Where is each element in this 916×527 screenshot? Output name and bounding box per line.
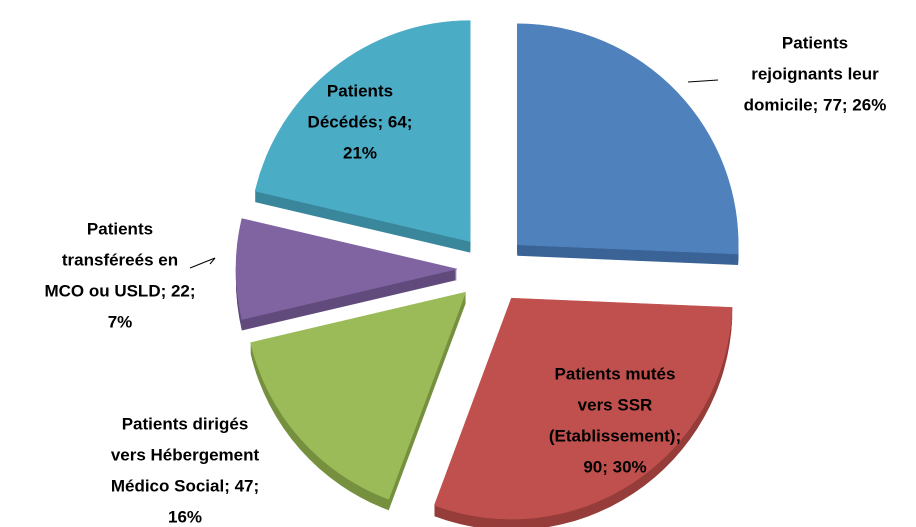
data-label: Patients dirigés: [122, 414, 249, 433]
data-label: 90; 30%: [583, 457, 646, 476]
data-label: Patients: [782, 33, 848, 52]
data-label: 16%: [168, 507, 202, 526]
data-label: rejoignants leur: [751, 64, 879, 83]
leader-line: [687, 79, 719, 83]
data-label: Médico Social; 47;: [111, 476, 259, 495]
slice: [254, 20, 471, 242]
data-label: transféreés en: [62, 250, 178, 269]
labels: Patients rejoignants leur domicile; 77; 26…: [44, 33, 886, 526]
slice: [517, 23, 739, 255]
data-label: Patients mutés: [555, 364, 676, 383]
leader-line: [189, 257, 216, 269]
data-label: Patients: [327, 81, 393, 100]
slice: [434, 297, 733, 520]
data-label: Patients: [87, 219, 153, 238]
data-label: domicile; 77; 26%: [744, 95, 887, 114]
data-label: 21%: [343, 143, 377, 162]
data-label: vers SSR: [578, 395, 653, 414]
data-label: (Etablissement);: [549, 426, 681, 445]
data-label: vers Hébergement: [111, 445, 260, 464]
slice: [250, 291, 467, 500]
data-label: 7%: [108, 312, 133, 331]
data-label: MCO ou USLD; 22;: [44, 281, 195, 300]
pie: [235, 20, 739, 527]
data-label: Décédés; 64;: [308, 112, 413, 131]
slice: [235, 218, 458, 320]
